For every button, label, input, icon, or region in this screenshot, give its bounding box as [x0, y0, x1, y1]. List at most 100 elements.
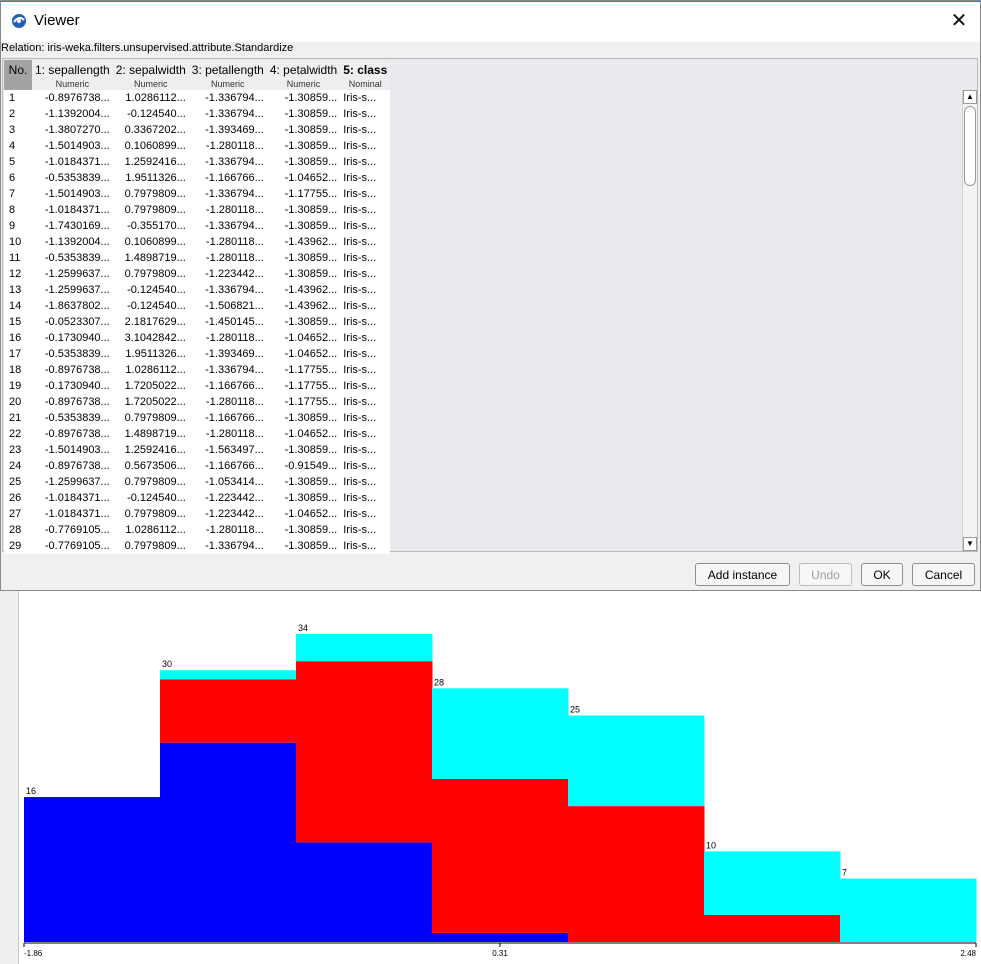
table-cell[interactable]: -1.8637802...: [32, 298, 113, 314]
table-cell[interactable]: Iris-s...: [340, 394, 391, 410]
table-cell[interactable]: 0.7979809...: [112, 186, 189, 202]
table-cell[interactable]: Iris-s...: [340, 298, 391, 314]
table-cell[interactable]: -1.1392004...: [32, 106, 113, 122]
table-cell[interactable]: 1.2592416...: [112, 154, 189, 170]
table-cell[interactable]: -1.280118...: [188, 394, 267, 410]
table-cell[interactable]: -1.30859...: [266, 474, 341, 490]
table-cell[interactable]: Iris-s...: [340, 410, 391, 426]
table-cell[interactable]: Iris-s...: [340, 250, 391, 266]
table-cell[interactable]: -0.5353839...: [32, 346, 113, 362]
table-cell[interactable]: -1.43962...: [266, 298, 341, 314]
table-cell[interactable]: -1.5014903...: [32, 186, 113, 202]
table-cell[interactable]: -0.5353839...: [32, 170, 113, 186]
table-cell[interactable]: -1.336794...: [188, 90, 267, 106]
table-row[interactable]: 28 -0.7769105... 1.0286112... -1.280118... -…: [4, 522, 391, 538]
table-cell[interactable]: Iris-s...: [340, 138, 391, 154]
table-cell[interactable]: -1.336794...: [188, 154, 267, 170]
table-cell[interactable]: -0.124540...: [112, 282, 189, 298]
table-row[interactable]: 3 -1.3807270... 0.3367202... -1.393469... -1…: [4, 122, 391, 138]
table-cell[interactable]: -0.8976738...: [32, 90, 113, 106]
table-cell[interactable]: -1.2599637...: [32, 474, 113, 490]
table-row[interactable]: 7 -1.5014903... 0.7979809... -1.336794... -1…: [4, 186, 391, 202]
table-cell[interactable]: 0.1060899...: [112, 234, 189, 250]
table-cell[interactable]: -1.5014903...: [32, 442, 113, 458]
table-row[interactable]: 23 -1.5014903... 1.2592416... -1.563497... -…: [4, 442, 391, 458]
table-cell[interactable]: 1.0286112...: [112, 522, 189, 538]
table-row[interactable]: 5 -1.0184371... 1.2592416... -1.336794... -1…: [4, 154, 391, 170]
table-cell[interactable]: Iris-s...: [340, 202, 391, 218]
table-cell[interactable]: Iris-s...: [340, 522, 391, 538]
table-cell[interactable]: 1.9511326...: [112, 346, 189, 362]
table-cell[interactable]: 0.7979809...: [112, 538, 189, 554]
table-cell[interactable]: -0.124540...: [112, 298, 189, 314]
cancel-button[interactable]: Cancel: [912, 563, 975, 586]
table-cell[interactable]: -1.280118...: [188, 522, 267, 538]
table-cell[interactable]: -1.30859...: [266, 522, 341, 538]
table-cell[interactable]: -1.30859...: [266, 154, 341, 170]
table-row[interactable]: 25 -1.2599637... 0.7979809... -1.053414... -…: [4, 474, 391, 490]
table-row[interactable]: 10 -1.1392004... 0.1060899... -1.280118... -…: [4, 234, 391, 250]
table-row[interactable]: 12 -1.2599637... 0.7979809... -1.223442... -…: [4, 266, 391, 282]
table-cell[interactable]: -1.506821...: [188, 298, 267, 314]
table-row[interactable]: 9 -1.7430169... -0.355170... -1.336794... -1…: [4, 218, 391, 234]
table-cell[interactable]: -0.1730940...: [32, 378, 113, 394]
scrollbar-thumb[interactable]: [964, 106, 976, 186]
table-cell[interactable]: -1.336794...: [188, 362, 267, 378]
table-cell[interactable]: -1.30859...: [266, 410, 341, 426]
table-cell[interactable]: -1.280118...: [188, 202, 267, 218]
table-cell[interactable]: Iris-s...: [340, 266, 391, 282]
table-cell[interactable]: Iris-s...: [340, 538, 391, 554]
table-cell[interactable]: -1.30859...: [266, 442, 341, 458]
undo-button[interactable]: Undo: [799, 563, 852, 586]
table-cell[interactable]: Iris-s...: [340, 506, 391, 522]
column-header-sepallength[interactable]: 1: sepallength: [32, 60, 113, 78]
table-cell[interactable]: -1.280118...: [188, 138, 267, 154]
table-cell[interactable]: -1.30859...: [266, 490, 341, 506]
table-cell[interactable]: 1.2592416...: [112, 442, 189, 458]
table-cell[interactable]: -1.04652...: [266, 330, 341, 346]
table-cell[interactable]: -1.223442...: [188, 506, 267, 522]
table-cell[interactable]: Iris-s...: [340, 346, 391, 362]
table-cell[interactable]: Iris-s...: [340, 282, 391, 298]
close-button[interactable]: ✕: [948, 10, 970, 32]
table-cell[interactable]: -1.30859...: [266, 266, 341, 282]
table-cell[interactable]: Iris-s...: [340, 474, 391, 490]
table-row[interactable]: 11 -0.5353839... 1.4898719... -1.280118... -…: [4, 250, 391, 266]
table-cell[interactable]: 1.7205022...: [112, 378, 189, 394]
table-cell[interactable]: -1.223442...: [188, 490, 267, 506]
table-cell[interactable]: -0.124540...: [112, 106, 189, 122]
table-cell[interactable]: -1.336794...: [188, 186, 267, 202]
table-cell[interactable]: 0.7979809...: [112, 506, 189, 522]
column-header-no[interactable]: No.: [4, 60, 32, 78]
table-row[interactable]: 22 -0.8976738... 1.4898719... -1.280118... -…: [4, 426, 391, 442]
table-row[interactable]: 13 -1.2599637... -0.124540... -1.336794... -…: [4, 282, 391, 298]
table-cell[interactable]: -1.43962...: [266, 234, 341, 250]
table-cell[interactable]: 1.4898719...: [112, 426, 189, 442]
table-cell[interactable]: -1.1392004...: [32, 234, 113, 250]
table-row[interactable]: 2 -1.1392004... -0.124540... -1.336794... -1…: [4, 106, 391, 122]
table-cell[interactable]: -1.280118...: [188, 234, 267, 250]
table-cell[interactable]: -1.04652...: [266, 346, 341, 362]
table-cell[interactable]: -0.0523307...: [32, 314, 113, 330]
table-cell[interactable]: -1.30859...: [266, 202, 341, 218]
table-cell[interactable]: 0.1060899...: [112, 138, 189, 154]
table-cell[interactable]: -1.17755...: [266, 362, 341, 378]
table-cell[interactable]: -0.91549...: [266, 458, 341, 474]
table-cell[interactable]: Iris-s...: [340, 458, 391, 474]
table-cell[interactable]: -1.30859...: [266, 218, 341, 234]
table-row[interactable]: 19 -0.1730940... 1.7205022... -1.166766... -…: [4, 378, 391, 394]
table-cell[interactable]: -1.5014903...: [32, 138, 113, 154]
table-cell[interactable]: -1.166766...: [188, 410, 267, 426]
table-cell[interactable]: Iris-s...: [340, 362, 391, 378]
table-cell[interactable]: 0.7979809...: [112, 410, 189, 426]
table-cell[interactable]: -1.04652...: [266, 170, 341, 186]
table-cell[interactable]: Iris-s...: [340, 186, 391, 202]
table-cell[interactable]: -1.2599637...: [32, 266, 113, 282]
table-row[interactable]: 1 -0.8976738... 1.0286112... -1.336794... -1…: [4, 90, 391, 106]
table-cell[interactable]: Iris-s...: [340, 442, 391, 458]
table-cell[interactable]: -1.04652...: [266, 506, 341, 522]
table-cell[interactable]: 2.1817629...: [112, 314, 189, 330]
table-cell[interactable]: -1.223442...: [188, 266, 267, 282]
table-cell[interactable]: Iris-s...: [340, 106, 391, 122]
table-cell[interactable]: -1.30859...: [266, 90, 341, 106]
